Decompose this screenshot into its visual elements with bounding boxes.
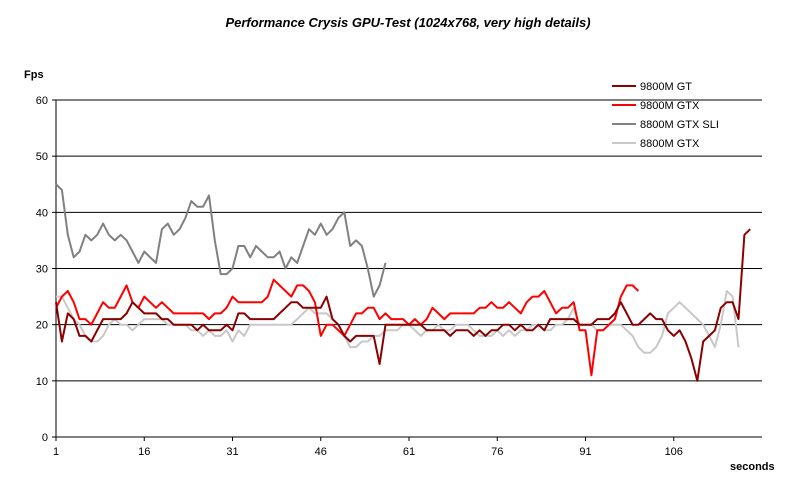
legend-entry: 9800M GT	[640, 81, 692, 93]
series-lines	[55, 183, 751, 382]
x-tick-label: 31	[226, 446, 238, 458]
y-axis-label: Fps	[24, 69, 44, 81]
y-tick-labels: 0 10 20 30 40 50 60	[36, 95, 48, 444]
chart-title: Performance Crysis GPU-Test (1024x768, v…	[225, 15, 590, 30]
x-tick-label: 61	[403, 446, 415, 458]
y-tick-label: 20	[36, 320, 48, 332]
x-tick-label: 106	[665, 446, 683, 458]
legend: 9800M GT 9800M GTX 8800M GTX SLI 8800M GTX	[612, 81, 719, 150]
y-tick-label: 0	[42, 432, 48, 444]
y-tick-label: 30	[36, 264, 48, 276]
x-tick-label: 91	[579, 446, 591, 458]
series-line-1	[55, 278, 640, 377]
x-axis-label: seconds	[730, 461, 775, 473]
legend-entry: 9800M GTX	[640, 100, 700, 112]
axes	[52, 99, 762, 441]
series-line-0	[55, 228, 751, 382]
x-tick-label: 1	[53, 446, 59, 458]
x-tick-label: 16	[138, 446, 150, 458]
y-tick-label: 50	[36, 151, 48, 163]
legend-entry: 8800M GTX SLI	[640, 119, 719, 131]
y-tick-label: 10	[36, 376, 48, 388]
legend-entry: 8800M GTX	[640, 138, 700, 150]
y-tick-label: 40	[36, 207, 48, 219]
series-line-2	[55, 183, 387, 298]
x-tick-label: 46	[315, 446, 327, 458]
x-tick-labels: 1 16 31 46 61 76 91 106	[53, 446, 683, 458]
y-tick-label: 60	[36, 95, 48, 107]
x-tick-label: 76	[491, 446, 503, 458]
series-line-3	[56, 290, 740, 354]
